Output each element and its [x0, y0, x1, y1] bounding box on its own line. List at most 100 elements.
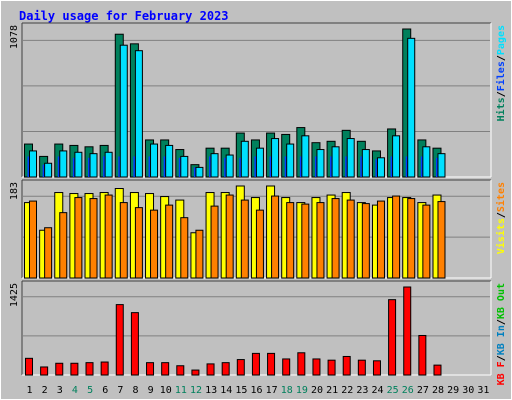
sites-bar	[422, 204, 431, 279]
kbf-bar	[267, 352, 276, 376]
kbf-bar	[403, 286, 412, 376]
kbf-bar	[130, 312, 139, 376]
y-max-label: 183	[9, 182, 20, 200]
pages-bar	[407, 37, 416, 178]
x-tick-label: 19	[296, 385, 308, 396]
sites-bar	[407, 198, 416, 279]
pages-bar	[240, 140, 249, 178]
pages-bar	[134, 50, 143, 178]
pages-bar	[119, 44, 128, 178]
x-tick-label: 2	[42, 385, 48, 396]
pages-bar	[225, 154, 234, 178]
x-tick-label: 9	[148, 385, 154, 396]
x-tick-label: 17	[266, 385, 278, 396]
x-tick-label: 3	[57, 385, 63, 396]
x-tick-label: 10	[160, 385, 172, 396]
y-max-label: 1078	[9, 25, 20, 49]
kbf-bar	[85, 362, 94, 376]
pages-bar	[150, 143, 159, 178]
pages-bar	[422, 146, 431, 178]
kbf-bar	[55, 362, 64, 376]
pages-bar	[376, 157, 385, 178]
x-tick-label: 15	[235, 385, 247, 396]
x-tick-label: 7	[117, 385, 123, 396]
kbf-bar	[161, 362, 170, 376]
kbf-bar	[297, 352, 306, 376]
sites-bar	[255, 209, 264, 279]
sites-bar	[29, 200, 37, 279]
pages-bar	[316, 149, 325, 178]
x-tick-label: 25	[387, 385, 399, 396]
legend-item: Visits	[495, 218, 507, 254]
sites-bar	[89, 198, 98, 279]
pages-bar	[346, 138, 355, 178]
pages-bar	[165, 144, 174, 178]
kbf-bar	[100, 361, 109, 376]
pages-bar	[361, 149, 370, 178]
legend-item: /	[496, 91, 507, 97]
pages-bar	[44, 162, 53, 178]
pages-bar	[195, 166, 204, 178]
kbf-bar	[221, 362, 230, 376]
sites-bar	[271, 195, 280, 279]
sites-bar	[346, 199, 355, 279]
chart-panels: 1078Hits/Files/Pages183Visits/Sites1425K…	[9, 22, 507, 385]
sites-bar	[392, 195, 401, 279]
legend-item: Sites	[495, 182, 507, 212]
kbf-bar	[312, 358, 321, 376]
pages-bar	[180, 155, 189, 178]
kbf-bar	[115, 304, 124, 376]
legend-item: Hits	[495, 97, 507, 121]
x-tick-label: 26	[402, 385, 414, 396]
x-tick-label: 24	[372, 385, 384, 396]
sites-bar	[301, 203, 310, 279]
sites-bar	[376, 200, 385, 279]
x-tick-label: 8	[132, 385, 138, 396]
pages-bar	[255, 147, 264, 178]
legend-item: /	[496, 55, 507, 61]
x-tick-label: 12	[190, 385, 202, 396]
pages-bar	[29, 150, 37, 178]
chart-title: Daily usage for February 2023	[19, 9, 229, 23]
kbf-bar	[388, 299, 397, 376]
pages-bar	[89, 153, 98, 178]
sites-bar	[180, 217, 189, 279]
x-tick-label: 1	[27, 385, 33, 396]
kbf-bar	[282, 358, 291, 376]
x-tick-label: 20	[311, 385, 323, 396]
kbf-bar	[418, 334, 427, 376]
x-tick-label: 6	[102, 385, 108, 396]
x-tick-label: 22	[341, 385, 353, 396]
pages-bar	[301, 135, 310, 178]
legend-item: Pages	[496, 25, 507, 55]
sites-bar	[119, 202, 128, 279]
x-tick-label: 13	[205, 385, 217, 396]
sites-bar	[361, 203, 370, 279]
legend-label: KB F/KB In/KB Out	[496, 283, 507, 385]
x-tick-label: 4	[72, 385, 78, 396]
x-tick-label: 5	[87, 385, 93, 396]
sites-bar	[210, 205, 219, 279]
kbf-bar	[40, 366, 49, 376]
legend-item: /	[496, 355, 507, 361]
pages-bar	[271, 138, 280, 178]
pages-bar	[286, 143, 295, 178]
x-tick-label: 29	[447, 385, 459, 396]
pages-bar	[331, 146, 340, 178]
x-tick-label: 14	[220, 385, 232, 396]
x-axis-labels: 1 2 3 4 5 6 7 8 9 10 11 12 13 14 15 16 17 18 19 20 21 22 23 24 2…	[27, 385, 490, 396]
legend-item: KB Out	[496, 283, 507, 319]
kbf-bar	[433, 364, 442, 376]
legend-label: Hits/Files/Pages	[495, 25, 507, 121]
pages-bar	[59, 150, 68, 178]
kbf-bar	[372, 360, 381, 376]
kbf-bar	[191, 369, 200, 376]
legend-item: /	[496, 319, 507, 325]
kbf-bar	[176, 365, 185, 376]
kbf-bar	[251, 352, 260, 376]
sites-bar	[195, 229, 204, 279]
x-tick-label: 27	[417, 385, 429, 396]
pages-bar	[392, 135, 401, 178]
x-tick-label: 11	[175, 385, 187, 396]
legend-item: KB F	[496, 361, 507, 385]
